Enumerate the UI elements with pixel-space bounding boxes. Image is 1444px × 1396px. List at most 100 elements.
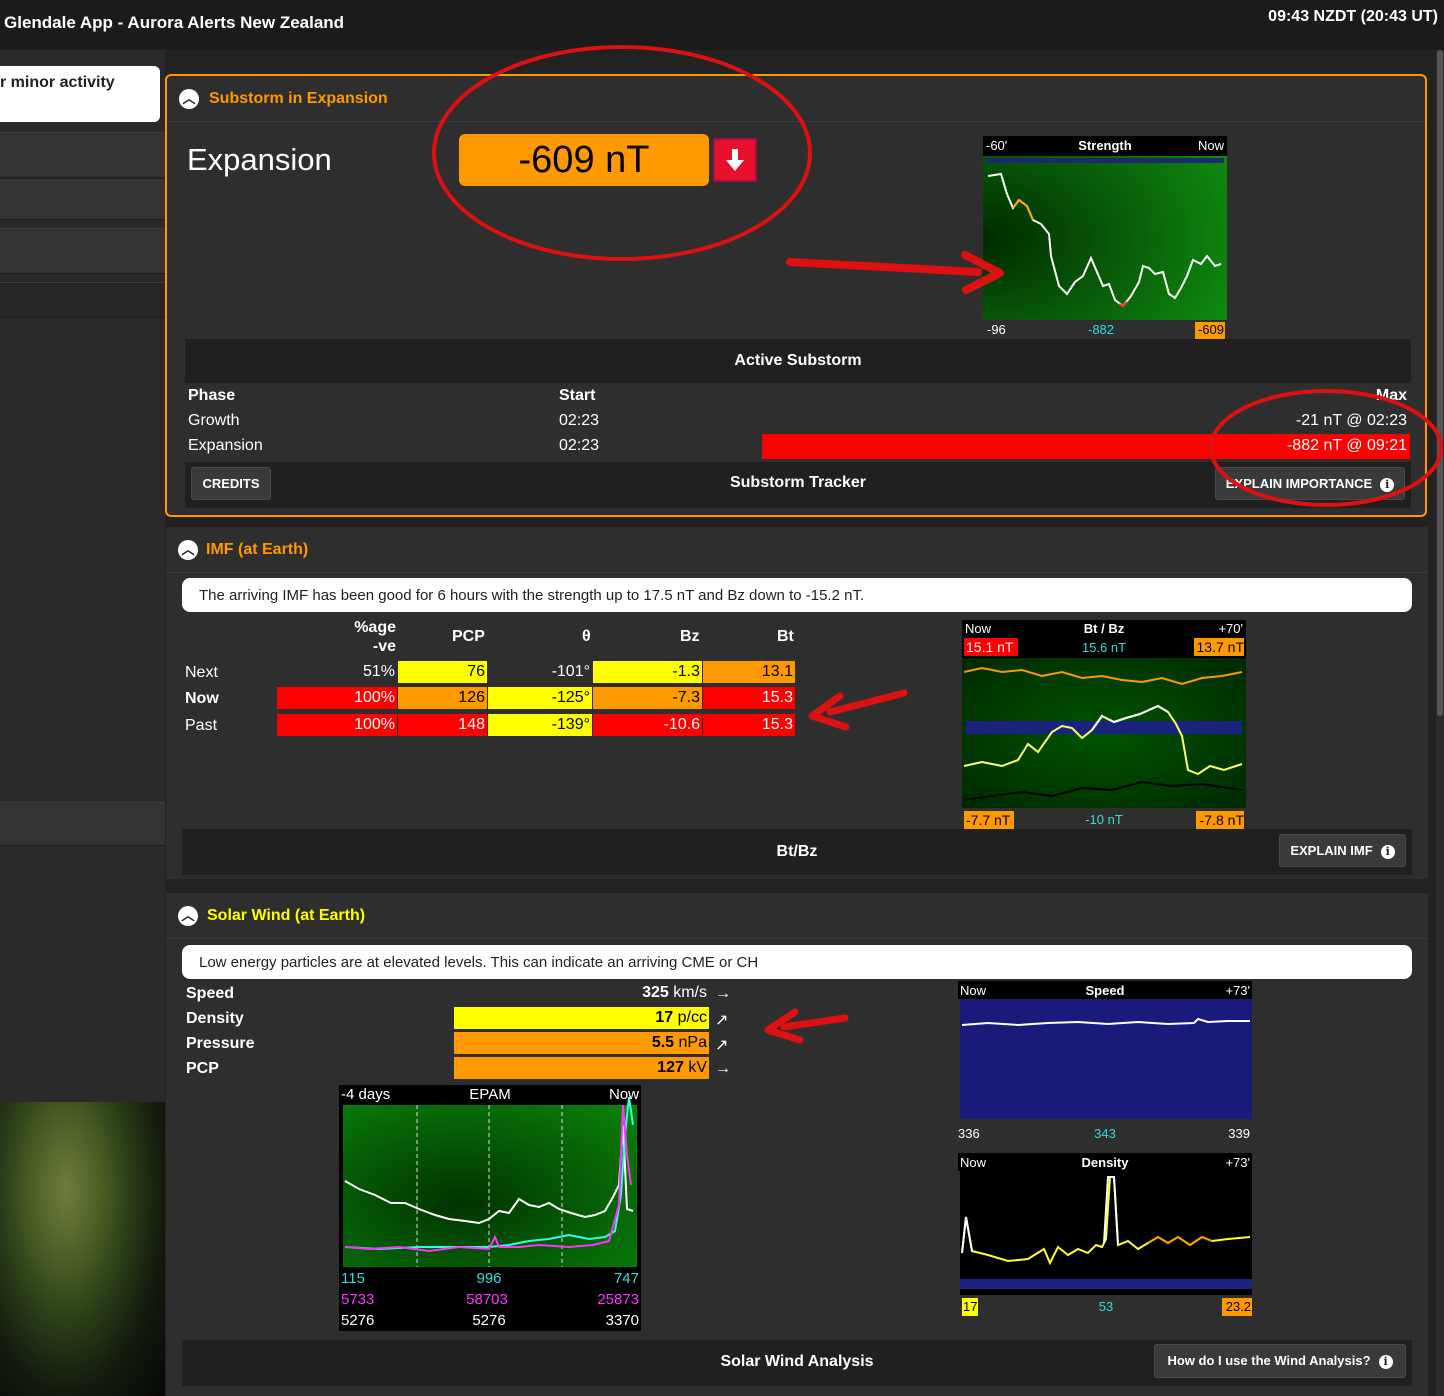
epam-r2-left: 5733 xyxy=(341,1291,374,1308)
sidebar-item[interactable] xyxy=(0,228,165,274)
unit: km/s xyxy=(668,984,707,1001)
explain-importance-button[interactable]: EXPLAIN IMPORTANCE i xyxy=(1215,467,1405,500)
credits-button[interactable]: CREDITS xyxy=(191,467,271,500)
chart-title: Density xyxy=(1082,1155,1130,1170)
chart-bottom-mid: 53 xyxy=(1099,1299,1113,1314)
density-chart: Now Density +73' 17 53 23.2 xyxy=(958,1153,1252,1317)
cell-pct: 51% xyxy=(362,663,395,680)
unit: kV xyxy=(683,1059,707,1076)
pressure-value: 5.5 nPa xyxy=(454,1032,709,1054)
bt-line xyxy=(963,666,1243,686)
pcp-value: 127 kV xyxy=(454,1057,709,1079)
chart-top-right: 13.7 nT xyxy=(1197,639,1245,655)
panel-title: IMF (at Earth) xyxy=(206,541,309,558)
epam-line-white xyxy=(344,1124,634,1225)
col-max: Max xyxy=(1375,387,1407,404)
header-pcp: PCP xyxy=(452,628,485,645)
speed-value: 325 km/s xyxy=(454,982,709,1004)
chart-bottom-right: -7.8 nT xyxy=(1200,812,1245,828)
unit: p/cc xyxy=(673,1009,707,1026)
explain-label: EXPLAIN IMF xyxy=(1290,843,1373,858)
row-phase: Expansion xyxy=(188,437,263,454)
substorm-panel: ︿ Substorm in Expansion Expansion -609 n… xyxy=(165,74,1427,517)
clock: 09:43 NZDT (20:43 UT) xyxy=(1268,8,1438,25)
cell-bz: -1.3 xyxy=(593,661,702,683)
strength-chart: -60' Strength Now -96 -882 -609 xyxy=(983,136,1227,340)
phase-label: Expansion xyxy=(187,142,332,177)
tracker-bar xyxy=(185,462,1411,508)
chart-bottom-right: -609 xyxy=(1198,322,1224,337)
chart-bottom-right: 23.2 xyxy=(1226,1299,1251,1314)
row-start: 02:23 xyxy=(559,412,600,429)
bt-bz-chart: Now Bt / Bz +70' 15.1 nT 15.6 nT 13.7 nT… xyxy=(962,620,1246,830)
substorm-header[interactable]: ︿ Substorm in Expansion xyxy=(167,76,1425,122)
sidebar-item[interactable] xyxy=(0,180,165,220)
chart-left: -60' xyxy=(986,138,1007,153)
cell-bz: -7.3 xyxy=(593,687,702,709)
trend-arrow: ↗ xyxy=(715,1037,729,1054)
black-line xyxy=(963,780,1243,801)
chart-bottom-mid: 343 xyxy=(1094,1126,1116,1141)
value: 127 xyxy=(657,1059,684,1076)
chevron-up-icon[interactable]: ︿ xyxy=(178,540,198,560)
chart-bottom-left: 17 xyxy=(963,1299,977,1314)
epam-line-cyan xyxy=(344,1096,634,1251)
cell-pct: 100% xyxy=(277,687,397,709)
chart-top-mid: 15.6 nT xyxy=(1082,640,1126,655)
trend-arrow: ↗ xyxy=(715,1012,729,1029)
cell-bt: 13.1 xyxy=(703,661,795,683)
sidebar-item[interactable] xyxy=(0,282,165,318)
sidebar-item[interactable] xyxy=(0,802,165,846)
row-phase: Growth xyxy=(188,412,240,429)
epam-r2-right: 25873 xyxy=(597,1291,639,1308)
chart-bottom-right: 339 xyxy=(1228,1126,1250,1141)
chart-bottom-left: -7.7 nT xyxy=(966,812,1011,828)
wind-analysis-help-button[interactable]: How do I use the Wind Analysis? i xyxy=(1154,1344,1406,1378)
solar-wind-header[interactable]: ︿ Solar Wind (at Earth) xyxy=(166,893,1428,939)
cell-pcp: 126 xyxy=(398,687,487,709)
epam-r1-right: 747 xyxy=(614,1270,639,1287)
chevron-up-icon[interactable]: ︿ xyxy=(178,906,198,926)
col-phase: Phase xyxy=(188,387,236,404)
explain-label: How do I use the Wind Analysis? xyxy=(1167,1353,1371,1368)
cell-theta: -101° xyxy=(551,663,590,680)
unit: nPa xyxy=(674,1034,707,1051)
chart-bottom-mid: -10 nT xyxy=(1085,812,1123,827)
row-label: Speed xyxy=(186,985,235,1002)
explain-imf-button[interactable]: EXPLAIN IMF i xyxy=(1279,834,1406,867)
aurora-photo xyxy=(0,1102,165,1396)
sidebar-item[interactable] xyxy=(0,132,165,178)
chart-left: Now xyxy=(960,1155,987,1170)
cell-theta: -139° xyxy=(488,714,592,736)
cell-pcp: 76 xyxy=(398,661,487,683)
chart-title: Speed xyxy=(1085,983,1124,998)
row-max: -882 nT @ 09:21 xyxy=(1286,437,1407,454)
chart-right: +73' xyxy=(1225,983,1250,998)
density-value: 17 p/cc xyxy=(454,1007,709,1029)
imf-header[interactable]: ︿ IMF (at Earth) xyxy=(166,527,1428,573)
tracker-title: Substorm Tracker xyxy=(729,474,867,491)
cell-bt: 15.3 xyxy=(703,687,795,709)
row-label: Next xyxy=(185,664,218,681)
value: 325 xyxy=(642,984,669,1001)
row-start: 02:23 xyxy=(559,437,600,454)
header-pct-line1: %age xyxy=(354,619,396,636)
chevron-up-icon[interactable]: ︿ xyxy=(179,89,199,109)
chart-title: EPAM xyxy=(469,1086,510,1103)
strength-value: -609 nT xyxy=(459,134,709,186)
epam-r3-mid: 5276 xyxy=(472,1312,505,1329)
cell-bt: 15.3 xyxy=(703,714,795,736)
app-title: Glendale App - Aurora Alerts New Zealand xyxy=(4,13,345,32)
imf-footer: Bt/Bz xyxy=(182,829,1412,875)
chart-right: +73' xyxy=(1225,1155,1250,1170)
epam-line-magenta xyxy=(344,1104,632,1253)
speed-chart: Now Speed +73' 336 343 339 xyxy=(958,981,1252,1143)
info-icon: i xyxy=(1378,1355,1393,1369)
value: 17 xyxy=(655,1009,674,1026)
header-bz: Bz xyxy=(680,628,700,645)
solar-summary: Low energy particles are at elevated lev… xyxy=(182,945,1412,979)
sidebar: r minor activity xyxy=(0,50,165,1396)
sidebar-card[interactable]: r minor activity xyxy=(0,66,160,122)
scrollbar[interactable] xyxy=(1436,50,1444,1396)
scrollbar-thumb[interactable] xyxy=(1437,50,1443,716)
